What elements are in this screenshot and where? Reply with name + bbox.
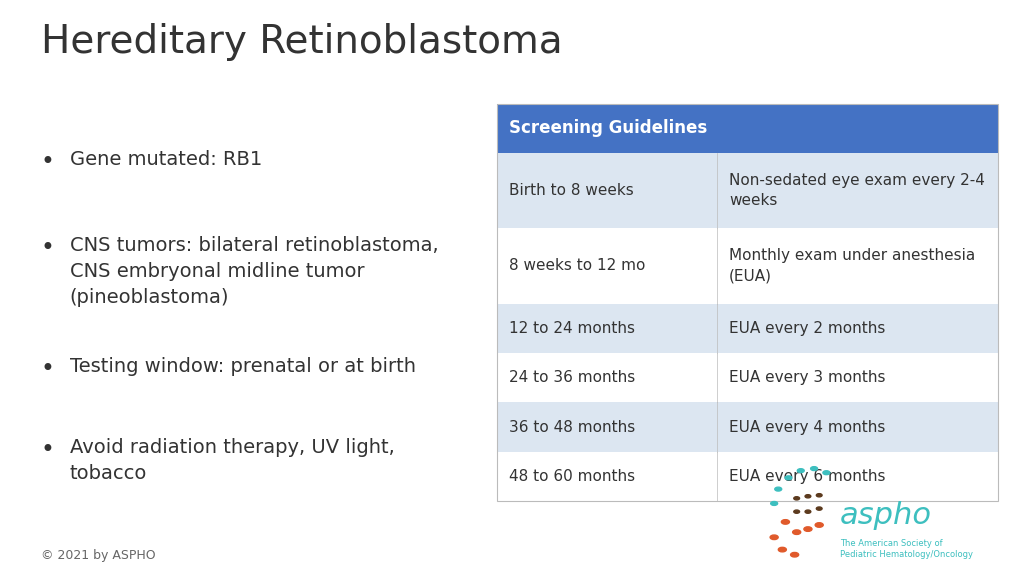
Circle shape (781, 520, 790, 524)
Circle shape (794, 510, 800, 513)
Text: aspho: aspho (840, 501, 932, 530)
Text: Screening Guidelines: Screening Guidelines (509, 119, 708, 137)
Text: EUA every 2 months: EUA every 2 months (729, 321, 886, 336)
Circle shape (793, 530, 801, 535)
Circle shape (771, 502, 777, 505)
Text: •: • (41, 438, 55, 462)
Text: •: • (41, 150, 55, 174)
Circle shape (791, 552, 799, 557)
Text: The American Society of
Pediatric Hematology/Oncology: The American Society of Pediatric Hemato… (840, 539, 973, 559)
Text: 8 weeks to 12 mo: 8 weeks to 12 mo (509, 259, 645, 274)
Text: EUA every 6 months: EUA every 6 months (729, 469, 886, 484)
Text: 48 to 60 months: 48 to 60 months (509, 469, 635, 484)
Circle shape (815, 523, 823, 527)
Circle shape (778, 547, 786, 552)
Circle shape (770, 535, 778, 540)
Text: Birth to 8 weeks: Birth to 8 weeks (509, 183, 634, 198)
Circle shape (816, 507, 822, 510)
Circle shape (785, 476, 792, 480)
FancyBboxPatch shape (497, 228, 998, 304)
FancyBboxPatch shape (497, 452, 998, 501)
Text: © 2021 by ASPHO: © 2021 by ASPHO (41, 548, 156, 562)
FancyBboxPatch shape (497, 304, 998, 353)
Text: Gene mutated: RB1: Gene mutated: RB1 (70, 150, 262, 169)
Text: EUA every 3 months: EUA every 3 months (729, 370, 886, 385)
Circle shape (823, 471, 829, 475)
Text: •: • (41, 357, 55, 381)
Circle shape (798, 469, 804, 472)
Circle shape (794, 497, 800, 500)
Text: 36 to 48 months: 36 to 48 months (509, 419, 635, 434)
Circle shape (804, 527, 812, 531)
Text: •: • (41, 236, 55, 260)
FancyBboxPatch shape (497, 153, 998, 228)
Text: Monthly exam under anesthesia
(EUA): Monthly exam under anesthesia (EUA) (729, 248, 975, 283)
Text: Hereditary Retinoblastoma: Hereditary Retinoblastoma (41, 23, 562, 61)
Circle shape (805, 495, 811, 498)
FancyBboxPatch shape (497, 104, 998, 153)
Circle shape (816, 494, 822, 497)
Circle shape (775, 487, 781, 491)
Text: Testing window: prenatal or at birth: Testing window: prenatal or at birth (70, 357, 416, 376)
Text: 24 to 36 months: 24 to 36 months (509, 370, 635, 385)
Circle shape (805, 510, 811, 513)
Text: Non-sedated eye exam every 2-4
weeks: Non-sedated eye exam every 2-4 weeks (729, 173, 985, 208)
Text: 12 to 24 months: 12 to 24 months (509, 321, 635, 336)
Circle shape (811, 467, 817, 471)
FancyBboxPatch shape (497, 353, 998, 403)
FancyBboxPatch shape (497, 403, 998, 452)
Text: Avoid radiation therapy, UV light,
tobacco: Avoid radiation therapy, UV light, tobac… (70, 438, 394, 483)
Text: EUA every 4 months: EUA every 4 months (729, 419, 886, 434)
Text: CNS tumors: bilateral retinoblastoma,
CNS embryonal midline tumor
(pineoblastoma: CNS tumors: bilateral retinoblastoma, CN… (70, 236, 438, 306)
